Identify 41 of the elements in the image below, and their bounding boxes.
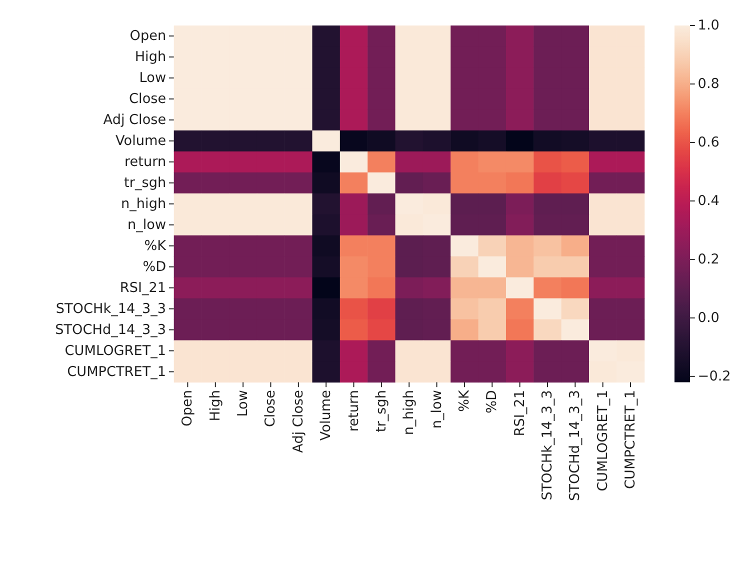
color-bar-label: 0.8 — [698, 76, 720, 92]
x-tick-label: %K — [456, 388, 472, 412]
color-bar-label: 1.0 — [698, 17, 720, 34]
y-tick-label: Open — [130, 28, 166, 44]
x-tick-label: Open — [180, 390, 196, 426]
y-tick-label: Low — [139, 70, 166, 86]
y-tick-label: STOCHk_14_3_3 — [56, 300, 166, 317]
y-tick-label: Volume — [116, 132, 166, 149]
x-tick-label: Close — [262, 390, 279, 428]
x-tick-label: Volume — [318, 390, 334, 441]
y-tick-label: n_low — [127, 216, 166, 233]
x-tick-label: Adj Close — [290, 390, 306, 453]
color-bar-label: 0.4 — [698, 192, 720, 209]
y-tick-label: Close — [129, 90, 166, 107]
color-bar-label: −0.2 — [698, 368, 731, 384]
x-tick-label: CUMLOGRET_1 — [594, 390, 611, 492]
x-tick-label: n_high — [401, 390, 418, 436]
x-tick-label: Low — [235, 390, 252, 417]
color-bar-label: 0.2 — [698, 251, 720, 268]
x-tick-label: %D — [484, 390, 500, 414]
y-tick-label: %D — [142, 258, 166, 275]
y-tick-label: return — [124, 154, 166, 170]
y-tick-label: n_high — [121, 196, 166, 212]
x-tick-label: RSI_21 — [512, 390, 528, 436]
x-tick-label: STOCHk_14_3_3 — [539, 390, 556, 500]
y-tick-label: CUMLOGRET_1 — [64, 342, 166, 359]
x-tick-label: STOCHd_14_3_3 — [567, 390, 584, 501]
y-tick-label: RSI_21 — [120, 280, 166, 296]
y-tick-label: %K — [144, 238, 168, 254]
x-tick-label: CUMPCTRET_1 — [622, 390, 639, 489]
color-bar-label: 0.0 — [698, 310, 720, 326]
y-tick-label: CUMPCTRET_1 — [67, 364, 166, 380]
x-tick-label: n_low — [428, 390, 445, 429]
y-tick-label: STOCHd_14_3_3 — [55, 322, 166, 338]
color-bar-label: 0.6 — [698, 134, 720, 150]
x-tick-label: High — [207, 390, 224, 422]
x-tick-label: return — [346, 390, 362, 432]
y-tick-label: High — [134, 48, 166, 65]
y-tick-label: Adj Close — [103, 112, 166, 128]
x-tick-label: tr_sgh — [373, 390, 390, 432]
y-tick-label: tr_sgh — [124, 174, 166, 191]
